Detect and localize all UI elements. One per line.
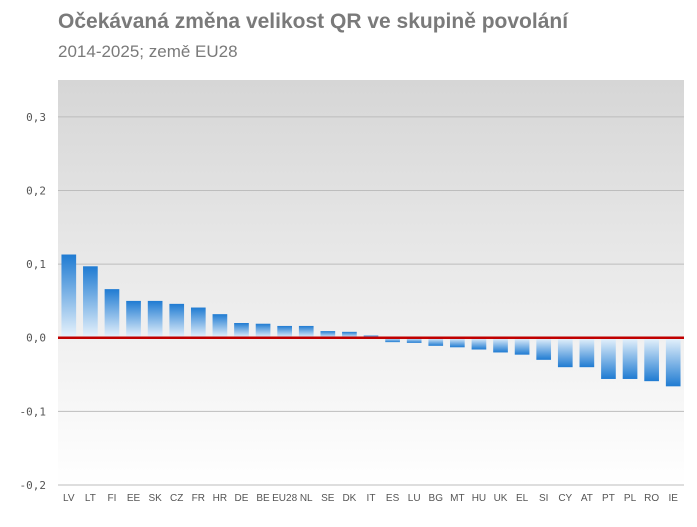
x-tick-label: EE xyxy=(127,493,141,504)
x-tick-label: SI xyxy=(539,493,548,504)
chart-title: Očekávaná změna velikost QR ve skupině p… xyxy=(58,10,569,33)
y-tick-label: 0,2 xyxy=(26,184,46,197)
x-axis-labels: LV LT FI EE SK CZ FR HR DE BE EU28 NL SE DK IT ES LU BG MT… xyxy=(63,493,678,504)
bar-sk xyxy=(147,300,163,338)
bar-be xyxy=(255,323,271,338)
bar-pt xyxy=(601,337,616,379)
x-tick-label: DK xyxy=(342,493,356,504)
x-tick-label: SK xyxy=(148,493,162,504)
bar-cz xyxy=(169,303,185,338)
x-tick-label: UK xyxy=(494,493,508,504)
x-tick-label: LV xyxy=(63,493,75,504)
bar-nl xyxy=(298,325,314,338)
x-tick-label: BE xyxy=(256,493,270,504)
bar-cy xyxy=(557,337,573,368)
x-tick-label: CZ xyxy=(170,493,183,504)
y-axis-ticks: -0,2 -0,1 0,0 0,1 0,2 0,3 xyxy=(20,111,47,492)
x-tick-label: NL xyxy=(300,493,313,504)
bar-pl xyxy=(622,337,638,379)
bars xyxy=(61,254,681,387)
x-tick-label: BG xyxy=(429,493,444,504)
bar-hu xyxy=(471,337,487,350)
bar-lv xyxy=(61,254,77,338)
x-tick-label: DE xyxy=(235,493,249,504)
x-tick-label: LT xyxy=(85,493,96,504)
x-tick-label: IT xyxy=(367,493,376,504)
bar-lu xyxy=(406,337,422,343)
bar-el xyxy=(514,337,530,355)
gridlines xyxy=(58,116,684,486)
x-tick-label: FI xyxy=(108,493,117,504)
bar-ee xyxy=(126,300,141,338)
x-tick-label: AT xyxy=(581,493,593,504)
x-tick-label: HR xyxy=(213,493,227,504)
bar-ie xyxy=(665,337,681,387)
x-tick-label: MT xyxy=(450,493,464,504)
bar-at xyxy=(579,337,595,368)
x-tick-label: CY xyxy=(558,493,572,504)
x-tick-label: FR xyxy=(192,493,205,504)
bar-dk xyxy=(342,331,357,338)
plot-area xyxy=(58,80,684,485)
x-tick-label: PT xyxy=(602,493,615,504)
x-tick-label: EL xyxy=(516,493,529,504)
bar-ro xyxy=(644,337,659,382)
y-tick-label: 0,0 xyxy=(26,332,46,345)
bar-bg xyxy=(428,337,444,346)
x-tick-label: ES xyxy=(386,493,400,504)
bar-uk xyxy=(493,337,508,353)
x-tick-label: IE xyxy=(668,493,678,504)
y-tick-label: -0,2 xyxy=(20,479,47,492)
x-tick-label: EU28 xyxy=(272,493,297,504)
bar-lt xyxy=(83,266,98,338)
chart-subtitle: 2014-2025; země EU28 xyxy=(58,42,238,61)
y-tick-label: 0,3 xyxy=(26,111,46,124)
x-tick-label: HU xyxy=(472,493,486,504)
bar-se xyxy=(320,331,336,338)
x-tick-label: LU xyxy=(408,493,421,504)
bar-hr xyxy=(212,314,228,338)
bar-es xyxy=(385,337,400,343)
x-tick-label: RO xyxy=(644,493,659,504)
y-tick-label: 0,1 xyxy=(26,258,46,271)
y-tick-label: -0,1 xyxy=(20,405,47,418)
bar-si xyxy=(536,337,552,360)
bar-eu28 xyxy=(277,325,292,338)
bar-fr xyxy=(190,307,206,338)
bar-de xyxy=(234,323,249,338)
x-tick-label: SE xyxy=(321,493,335,504)
x-tick-label: PL xyxy=(624,493,637,504)
bar-mt xyxy=(450,337,465,348)
bar-fi xyxy=(104,289,120,338)
